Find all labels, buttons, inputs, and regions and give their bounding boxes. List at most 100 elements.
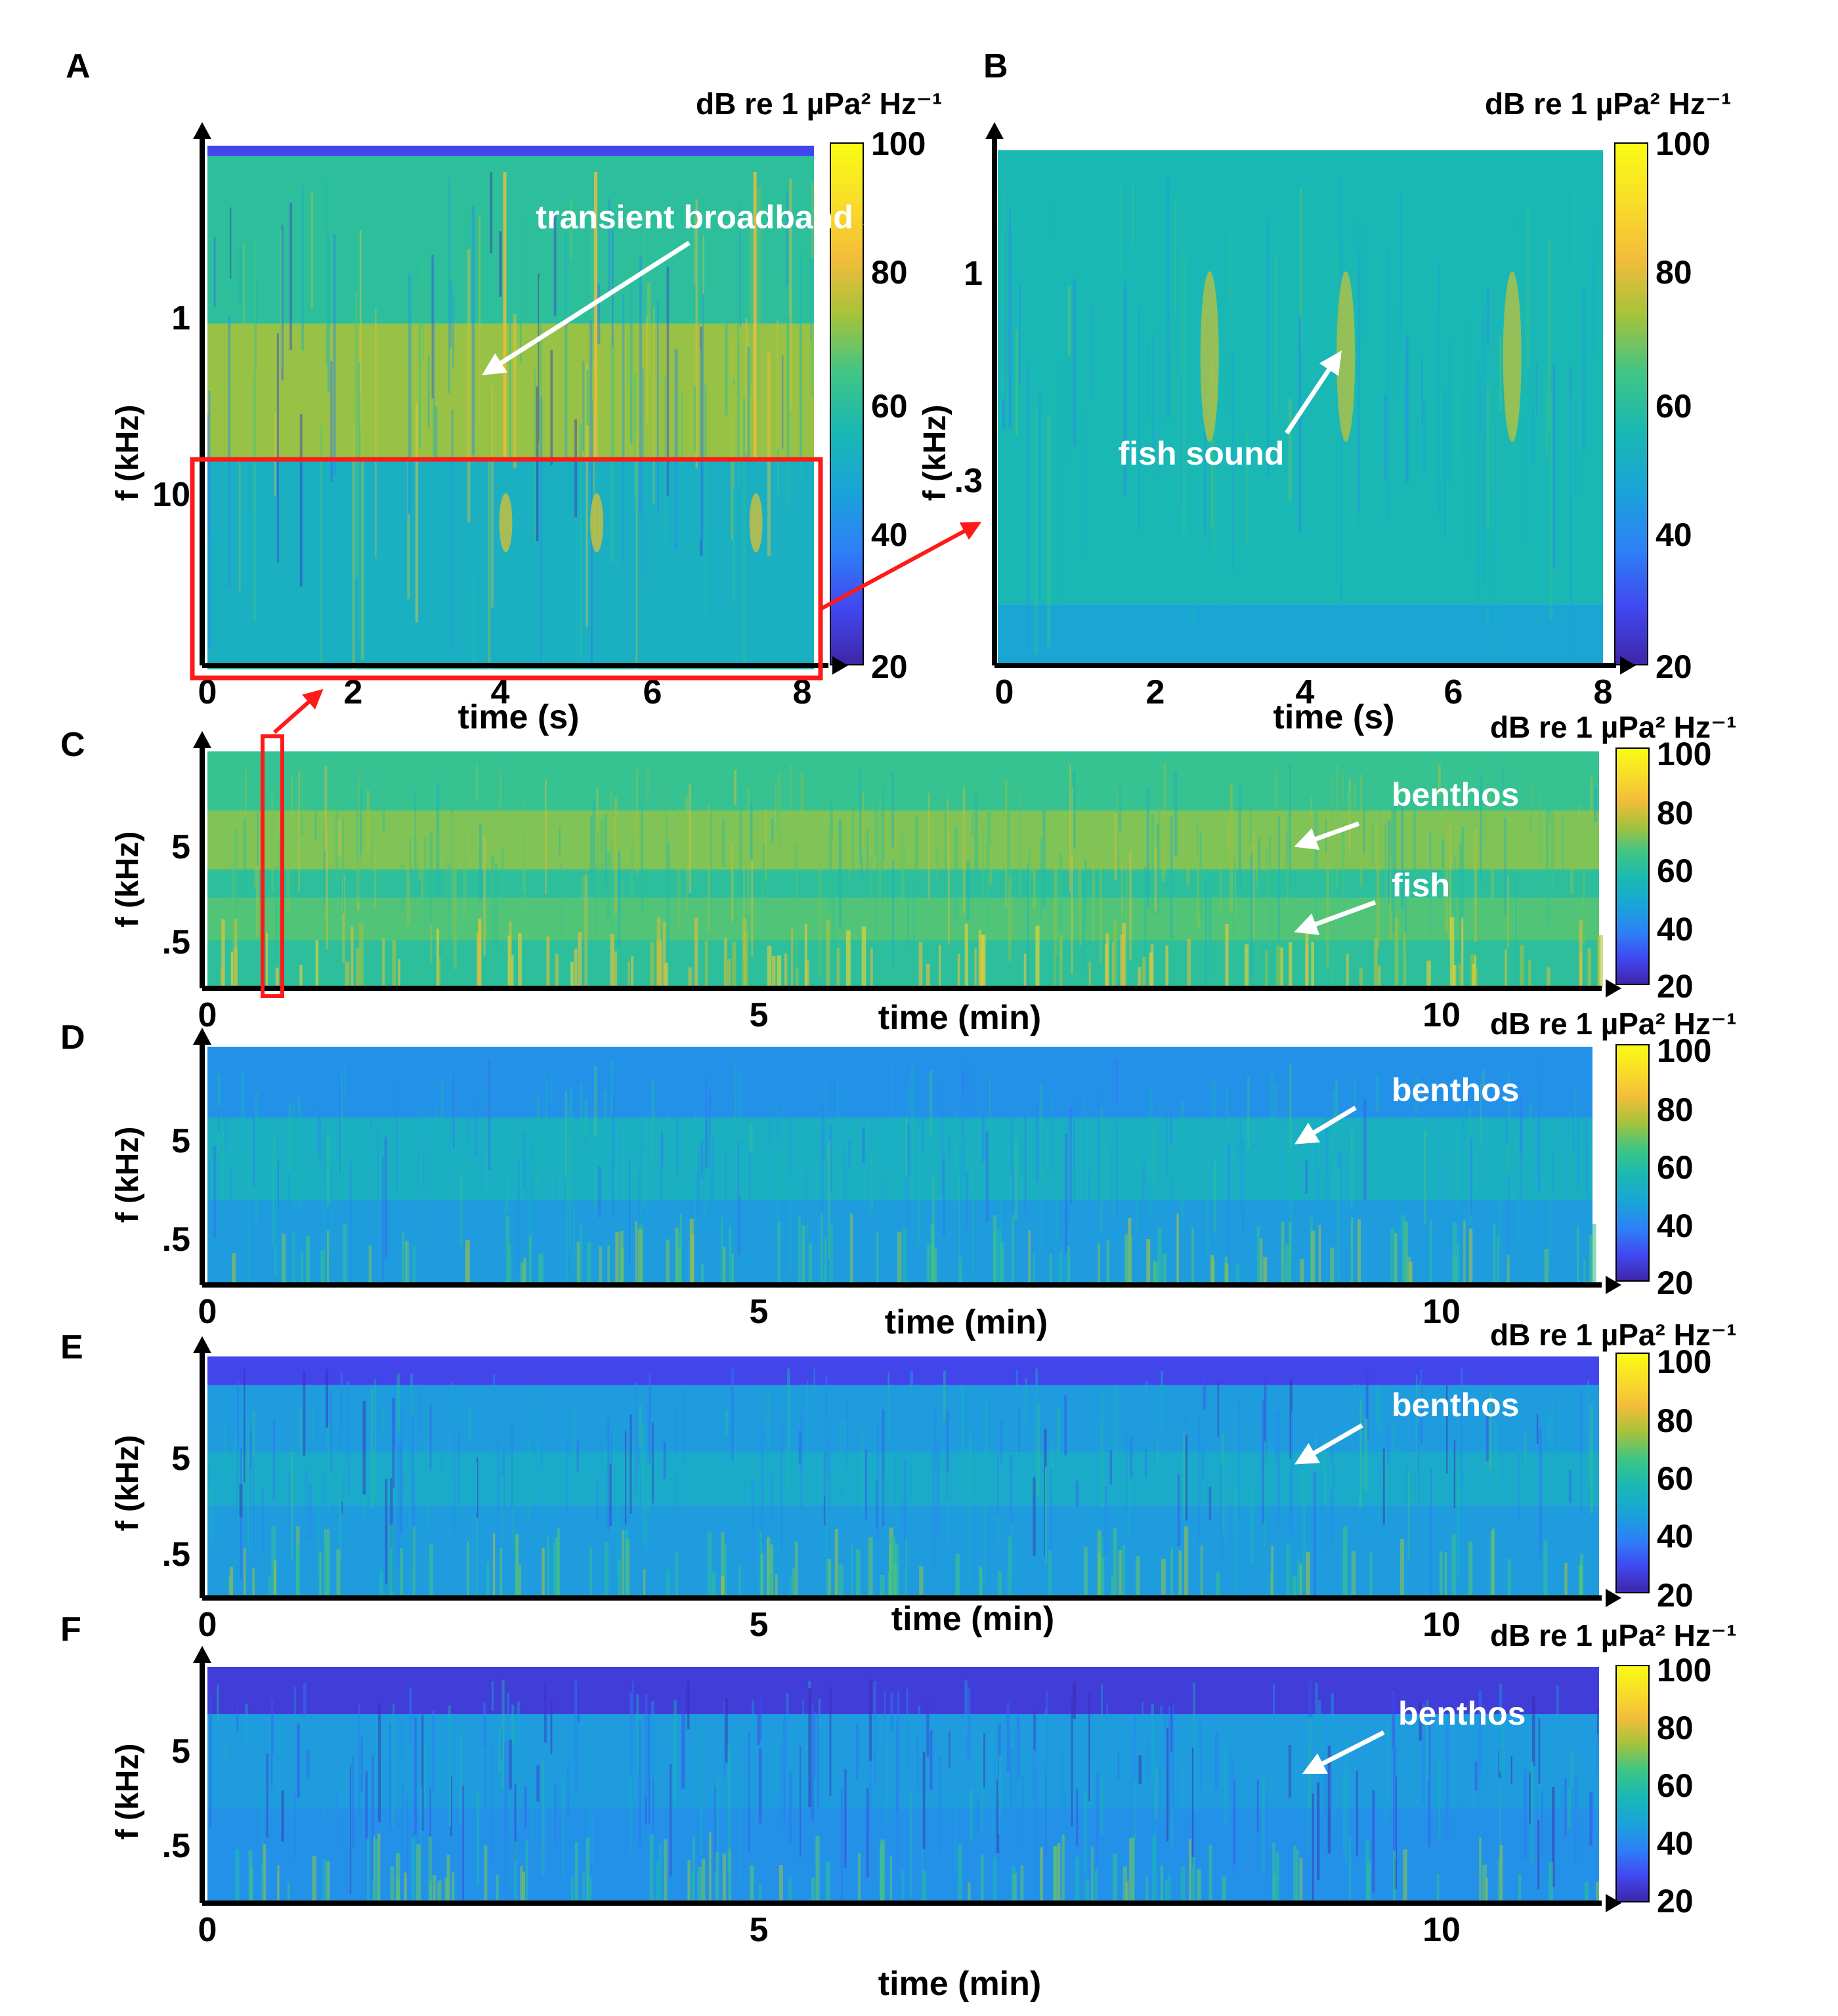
texture-streak (580, 1082, 583, 1198)
texture-streak (1234, 1414, 1236, 1535)
transient-streak (486, 1562, 489, 1596)
texture-streak (607, 1418, 610, 1532)
texture-streak (274, 1167, 277, 1277)
texture-streak (1273, 1684, 1275, 1736)
texture-streak (1529, 778, 1533, 834)
texture-streak (1208, 1122, 1212, 1165)
texture-streak (1507, 352, 1509, 562)
texture-streak (1367, 1444, 1371, 1547)
texture-streak (1220, 1462, 1223, 1562)
texture-streak (392, 1704, 395, 1828)
texture-streak (1419, 1379, 1421, 1412)
texture-streak (760, 876, 764, 939)
texture-streak (422, 262, 424, 362)
transient-streak (861, 926, 866, 988)
texture-streak (339, 1473, 342, 1558)
transient-streak (373, 1836, 375, 1903)
texture-streak (651, 1080, 654, 1177)
transient-streak (515, 1538, 519, 1596)
texture-streak (1168, 1706, 1172, 1819)
texture-streak (1144, 1448, 1147, 1478)
texture-streak (1357, 1735, 1360, 1849)
transient-streak (849, 1213, 853, 1283)
texture-streak (926, 1702, 930, 1757)
spectrogram-heatmap (207, 751, 1603, 988)
texture-streak (501, 849, 504, 906)
texture-streak (1464, 321, 1467, 560)
texture-streak (857, 1719, 860, 1774)
texture-streak (951, 1412, 954, 1521)
texture-streak (342, 874, 345, 963)
transient-streak (1403, 1221, 1408, 1283)
texture-streak (1353, 1076, 1356, 1107)
texture-streak (333, 1729, 336, 1849)
texture-streak (388, 1765, 391, 1798)
texture-streak (1392, 1694, 1396, 1750)
texture-streak (1010, 1456, 1013, 1524)
texture-streak (596, 788, 599, 815)
texture-streak (614, 797, 618, 914)
texture-streak (1449, 824, 1452, 940)
transient-streak (1577, 1227, 1579, 1283)
texture-streak (1239, 1087, 1242, 1214)
texture-streak (1238, 1141, 1240, 1178)
texture-streak (1538, 1717, 1541, 1800)
texture-streak (513, 314, 517, 469)
texture-streak (1147, 1167, 1149, 1274)
texture-streak (261, 1786, 264, 1874)
texture-streak (410, 1417, 414, 1519)
texture-streak (916, 1733, 920, 1792)
texture-streak (1321, 1475, 1323, 1559)
texture-streak (1384, 869, 1388, 902)
texture-streak (631, 843, 633, 950)
texture-streak (996, 1452, 999, 1515)
texture-streak (647, 767, 649, 799)
texture-streak (906, 1154, 909, 1267)
colorbar-tick-label: 20 (1657, 968, 1694, 1005)
transient-streak (1292, 1576, 1297, 1596)
texture-streak (1357, 1383, 1360, 1497)
texture-streak (705, 1076, 708, 1120)
texture-streak (487, 1755, 489, 1830)
texture-streak (1045, 1761, 1047, 1857)
texture-streak (782, 355, 784, 449)
texture-streak (1006, 1702, 1010, 1773)
texture-streak (271, 793, 274, 892)
texture-streak (750, 802, 753, 860)
texture-streak (317, 1157, 320, 1183)
texture-streak (1426, 1699, 1429, 1781)
texture-streak (844, 1769, 847, 1868)
texture-streak (1399, 1171, 1401, 1240)
texture-streak (1460, 1464, 1462, 1534)
texture-streak (422, 1748, 426, 1805)
texture-streak (932, 1441, 936, 1570)
texture-streak (400, 1406, 404, 1494)
texture-streak (948, 1131, 951, 1215)
texture-streak (530, 1141, 534, 1244)
transient-streak (758, 1883, 761, 1903)
texture-streak (1459, 842, 1462, 952)
texture-streak (876, 808, 878, 937)
texture-streak (1551, 1148, 1554, 1197)
texture-streak (1324, 1769, 1327, 1816)
transient-streak (1369, 1552, 1373, 1596)
transient-streak (1518, 1874, 1522, 1903)
texture-streak (1460, 1796, 1463, 1903)
texture-streak (789, 178, 792, 411)
texture-streak (1176, 1765, 1178, 1832)
transient-streak (496, 1875, 499, 1903)
texture-streak (1287, 770, 1290, 889)
texture-streak (499, 231, 502, 297)
panel-label: D (60, 1018, 85, 1057)
transient-streak (235, 1849, 240, 1903)
texture-streak (840, 1786, 843, 1903)
transient-streak (666, 1569, 670, 1596)
texture-streak (1589, 1791, 1593, 1834)
texture-streak (1552, 364, 1556, 570)
texture-streak (1247, 1076, 1250, 1148)
texture-streak (764, 809, 767, 879)
texture-streak (1288, 790, 1291, 889)
event-mark (749, 493, 763, 553)
transient-streak (1152, 1261, 1156, 1283)
transient-streak (1453, 965, 1457, 988)
